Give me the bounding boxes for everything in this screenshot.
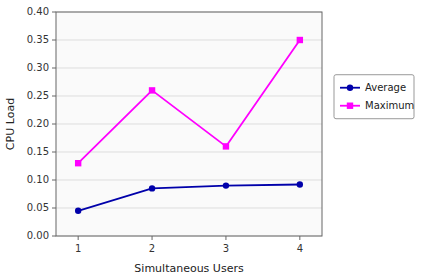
plot-area — [56, 12, 322, 236]
legend-box — [334, 75, 414, 119]
point-marker — [223, 143, 229, 149]
tick-label: 2 — [149, 243, 155, 254]
tick-label: 0.05 — [27, 202, 49, 213]
tick-mark — [78, 236, 79, 240]
tick-mark — [52, 124, 56, 125]
point-marker — [149, 87, 155, 93]
grid-line — [56, 124, 322, 125]
tick-label: 3 — [223, 243, 229, 254]
tick-mark — [52, 96, 56, 97]
tick-label: 0.20 — [27, 118, 49, 129]
tick-label: 0.40 — [27, 6, 49, 17]
tick-mark — [52, 12, 56, 13]
plot-frame — [56, 12, 322, 236]
chart: 0.00 0.05 0.10 0.15 0.20 0.25 0.30 0.35 0.40 1 2 3 4… — [0, 0, 422, 280]
point-marker — [149, 185, 155, 191]
legend-label: Average — [365, 82, 406, 93]
series-line — [78, 40, 300, 163]
tick-mark — [52, 68, 56, 69]
grid-line — [56, 208, 322, 209]
tick-label: 0.35 — [27, 34, 49, 45]
legend-marker — [347, 85, 353, 91]
tick-mark — [225, 236, 226, 240]
point-marker — [297, 181, 303, 187]
point-marker — [75, 208, 81, 214]
tick-mark — [52, 40, 56, 41]
point-marker — [75, 160, 81, 166]
tick-mark — [52, 236, 56, 237]
legend-label: Maximum — [365, 100, 414, 111]
tick-label: 1 — [75, 243, 81, 254]
legend-marker — [347, 103, 353, 109]
tick-mark — [299, 236, 300, 240]
tick-label: 4 — [297, 243, 303, 254]
x-axis-label: Simultaneous Users — [134, 262, 244, 275]
tick-label: 0.30 — [27, 62, 49, 73]
data-group — [75, 37, 303, 214]
tick-mark — [52, 208, 56, 209]
legend: Average Maximum — [334, 75, 414, 119]
series-line — [78, 184, 300, 210]
grid-line — [56, 68, 322, 69]
tick-mark — [52, 180, 56, 181]
tick-mark — [152, 236, 153, 240]
tick-label: 0.15 — [27, 146, 49, 157]
grid-line — [56, 40, 322, 41]
tick-mark — [52, 152, 56, 153]
tick-label: 0.10 — [27, 174, 49, 185]
grid-line — [56, 152, 322, 153]
y-axis-label: CPU Load — [4, 98, 17, 150]
tick-label: 0.25 — [27, 90, 49, 101]
point-marker — [223, 182, 229, 188]
grid-line — [56, 96, 322, 97]
tick-label: 0.00 — [27, 230, 49, 241]
point-marker — [297, 37, 303, 43]
grid-line — [56, 180, 322, 181]
